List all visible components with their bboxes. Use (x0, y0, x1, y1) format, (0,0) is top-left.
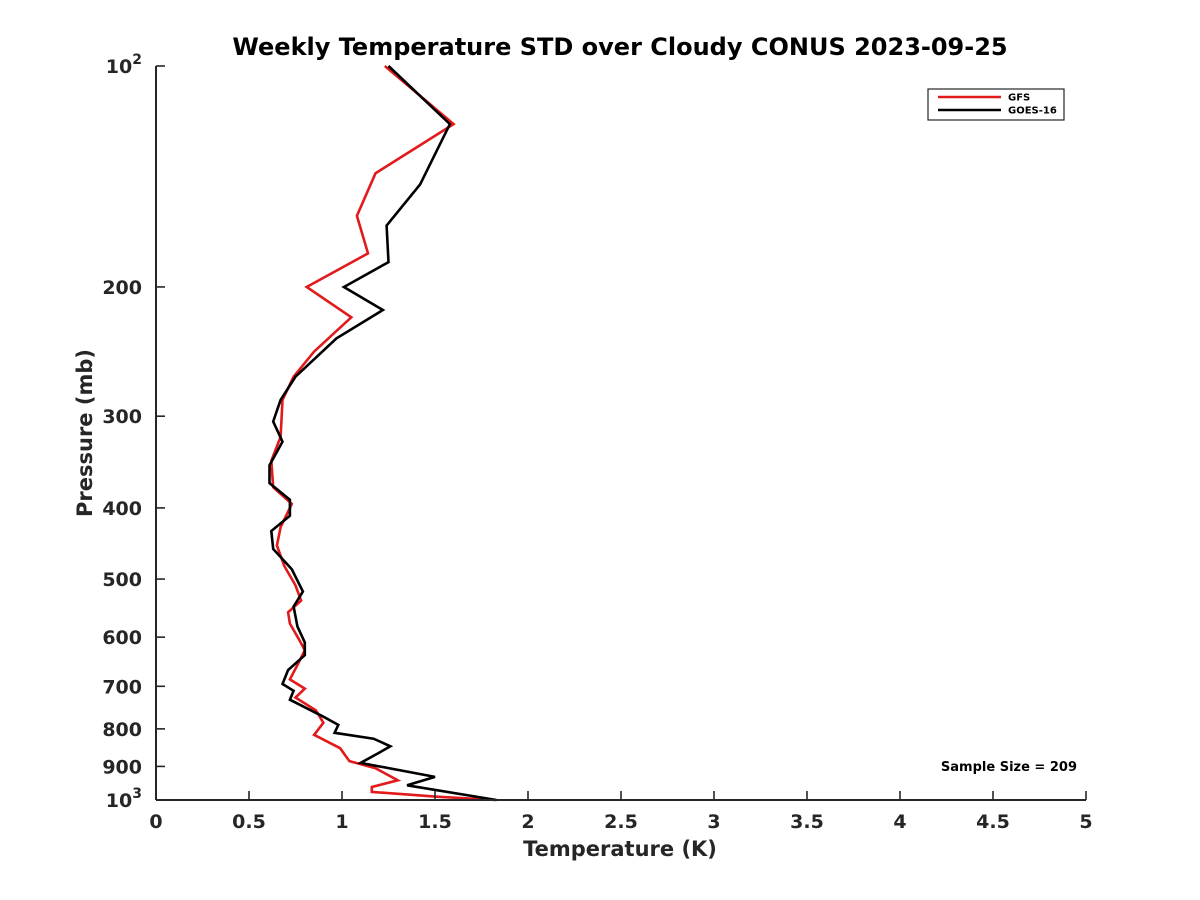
x-tick-label: 2.5 (604, 811, 638, 833)
chart-title: Weekly Temperature STD over Cloudy CONUS… (232, 33, 1007, 61)
y-tick-label: 800 (102, 719, 142, 741)
x-tick-label: 0.5 (232, 811, 266, 833)
y-tick-label: 700 (102, 676, 142, 698)
legend-label-gfs: GFS (1008, 93, 1030, 104)
x-tick-label: 5 (1079, 811, 1092, 833)
series-line-goes-16 (268, 65, 497, 802)
y-tick-label: 500 (102, 569, 142, 591)
y-tick-label: 102 (106, 52, 142, 78)
x-tick-label: 3 (707, 811, 720, 833)
y-tick-label: 600 (102, 627, 142, 649)
legend-box (927, 88, 1065, 121)
x-axis-label: Temperature (K) (523, 837, 717, 861)
x-tick-label: 1.5 (418, 811, 452, 833)
x-tick-label: 2 (521, 811, 534, 833)
ticks-layer: 0 0.5 1 1.5 2 2.5 3 3.5 4 4.5 5 102 200 300 400 500 600 7… (102, 52, 1092, 833)
x-tick-label: 4 (893, 811, 906, 833)
y-axis-label: Pressure (mb) (73, 349, 97, 517)
x-tick-label: 1 (335, 811, 348, 833)
y-tick-label: 400 (102, 498, 142, 520)
x-tick-label: 0 (149, 811, 162, 833)
y-tick-label: 103 (106, 786, 142, 812)
legend: GFS GOES-16 (927, 88, 1065, 121)
x-tick-label: 4.5 (976, 811, 1010, 833)
legend-label-goes-16: GOES-16 (1008, 106, 1057, 117)
sample-size-note: Sample Size = 209 (941, 760, 1077, 775)
y-tick-label: 300 (102, 406, 142, 428)
y-tick-label: 900 (102, 756, 142, 778)
series-layer (268, 65, 497, 802)
y-tick-label: 200 (102, 277, 142, 299)
x-tick-label: 3.5 (790, 811, 824, 833)
